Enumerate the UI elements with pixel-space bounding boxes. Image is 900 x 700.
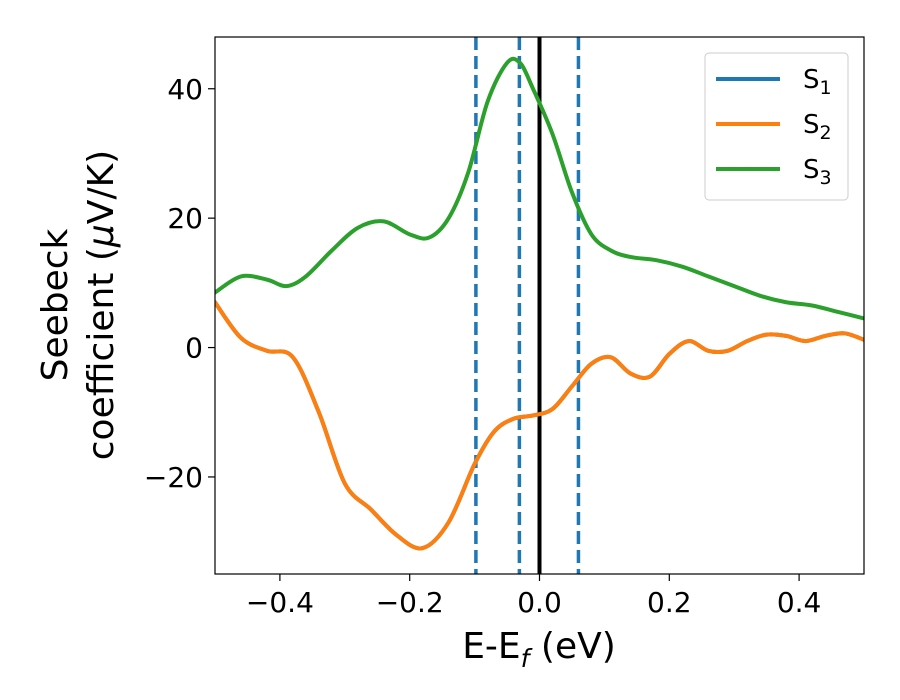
legend-label-s1: S1 [803,65,832,99]
x-axis-title: E-Ef (eV) [462,626,616,673]
y-axis-title: Seebeck coefficient (μV/K) [35,150,122,460]
x-tick-label: 0.2 [647,586,692,619]
x-tick-label: −0.2 [376,586,444,619]
x-tick-label: 0.0 [517,586,562,619]
x-tick-label: 0.4 [777,586,822,619]
x-tick-label: −0.4 [246,586,314,619]
y-tick-label: −20 [144,461,203,494]
y-tick-label: 20 [167,202,203,235]
y-axis-title-line1: Seebeck [35,228,76,381]
reference-lines [474,37,581,574]
y-tick-label: 40 [167,73,203,106]
series-line-s3 [215,56,864,321]
legend: S1 S2 S3 [704,52,849,201]
y-axis-ticks: −20 0 20 40 [144,73,215,494]
x-axis-ticks: −0.4 −0.2 0.0 0.2 0.4 [246,574,821,619]
series-lines [215,56,864,551]
y-axis-title-line2: coefficient (μV/K) [81,150,122,460]
legend-label-s2: S2 [803,110,832,144]
y-tick-label: 0 [185,332,203,365]
series-line-s2 [215,300,864,551]
legend-label-s3: S3 [803,155,832,189]
legend-box [704,52,849,201]
